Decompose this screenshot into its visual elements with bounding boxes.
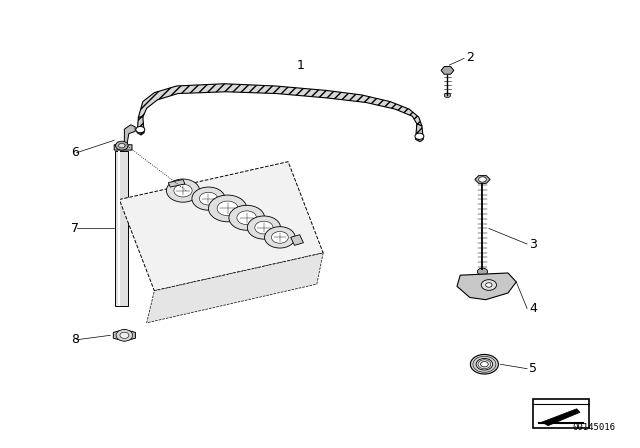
Circle shape xyxy=(200,192,218,205)
Circle shape xyxy=(174,184,192,197)
Circle shape xyxy=(255,221,273,234)
Polygon shape xyxy=(475,176,490,183)
Text: 5: 5 xyxy=(529,362,538,375)
Circle shape xyxy=(209,195,246,222)
Text: 3: 3 xyxy=(529,237,538,250)
Polygon shape xyxy=(415,124,423,142)
Polygon shape xyxy=(137,117,144,135)
Circle shape xyxy=(477,268,488,275)
Circle shape xyxy=(115,141,128,150)
Circle shape xyxy=(479,177,486,182)
Polygon shape xyxy=(541,409,580,426)
Polygon shape xyxy=(114,125,135,150)
Circle shape xyxy=(120,332,129,338)
Circle shape xyxy=(476,358,493,370)
Text: 00145016: 00145016 xyxy=(573,423,616,432)
Text: 8: 8 xyxy=(70,333,79,346)
Circle shape xyxy=(166,179,200,202)
Text: 2: 2 xyxy=(466,51,474,64)
Circle shape xyxy=(486,283,492,287)
Circle shape xyxy=(136,126,145,133)
FancyBboxPatch shape xyxy=(533,399,589,428)
Polygon shape xyxy=(147,253,323,323)
Circle shape xyxy=(217,201,238,216)
Text: 4: 4 xyxy=(529,302,538,315)
Polygon shape xyxy=(115,151,128,306)
Polygon shape xyxy=(291,235,303,246)
Circle shape xyxy=(118,143,125,148)
Polygon shape xyxy=(457,273,516,300)
Circle shape xyxy=(247,216,280,239)
Circle shape xyxy=(264,227,295,248)
Circle shape xyxy=(481,362,488,367)
Polygon shape xyxy=(113,330,136,341)
Circle shape xyxy=(481,280,497,290)
Circle shape xyxy=(444,93,451,98)
Circle shape xyxy=(192,187,225,210)
Polygon shape xyxy=(168,180,185,187)
Circle shape xyxy=(229,205,264,230)
Circle shape xyxy=(237,211,257,224)
Circle shape xyxy=(470,354,499,374)
Polygon shape xyxy=(138,84,422,126)
Text: 1: 1 xyxy=(297,60,305,73)
Text: 7: 7 xyxy=(70,222,79,235)
Polygon shape xyxy=(119,162,323,291)
Circle shape xyxy=(415,133,424,139)
Polygon shape xyxy=(441,67,454,74)
Circle shape xyxy=(116,330,132,341)
Text: 6: 6 xyxy=(71,146,79,159)
Circle shape xyxy=(271,232,288,243)
